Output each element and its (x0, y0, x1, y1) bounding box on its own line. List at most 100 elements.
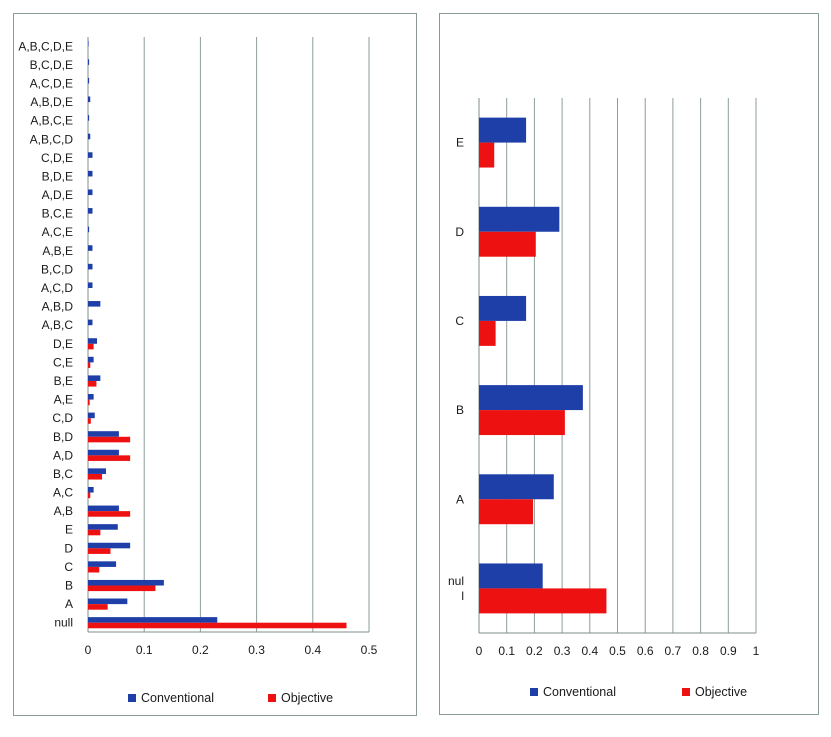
category-label-b: B (65, 579, 73, 593)
category-label-abe: A,B,E (42, 244, 73, 258)
category-label-bc: B,C (53, 467, 73, 481)
category-label-abd: A,B,D (42, 300, 74, 314)
bar-conventional-ade (88, 189, 93, 196)
category-label-cde: C,D,E (41, 151, 73, 165)
bar-conventional-c (88, 561, 117, 567)
legend-swatch-conventional (128, 694, 136, 702)
x-tick-label: 0.3 (554, 644, 571, 658)
bar-conventional-bcde (88, 59, 90, 65)
legend-swatch-conventional (530, 688, 538, 696)
x-tick-label: 0 (476, 644, 483, 658)
bar-conventional-a (88, 598, 128, 605)
category-label-e: E (65, 523, 73, 537)
bar-conventional-acd (88, 282, 93, 289)
legend-label-conventional: Conventional (543, 685, 616, 699)
category-label-bd: B,D (53, 430, 73, 444)
x-tick-label: 0.7 (665, 644, 682, 658)
bar-objective-de (88, 343, 94, 350)
category-label-abcde: A,B,C,D,E (18, 39, 73, 53)
bar-conventional-ce (88, 356, 94, 363)
category-label-c: C (64, 560, 73, 574)
bar-conventional-be (88, 375, 101, 381)
x-tick-label: 0.4 (581, 644, 598, 658)
bar-conventional-bce (88, 208, 93, 214)
bar-conventional-d (88, 542, 131, 549)
category-label-ace: A,C,E (42, 225, 73, 239)
bar-conventional-b (479, 385, 583, 411)
bar-conventional-abcd (88, 133, 91, 140)
x-tick-label: 0.9 (720, 644, 737, 658)
x-tick-label: 0.2 (526, 644, 543, 658)
category-label-ce: C,E (53, 355, 73, 369)
bar-conventional-a (479, 474, 554, 500)
bar-conventional-abd (88, 301, 101, 307)
right-chart-panel: 0 0.1 0.2 0.3 0.4 0.5 0.6 0.7 0.8 0.9 1 nul l A B C D E Co… (439, 13, 819, 715)
bar-conventional-e (479, 117, 527, 143)
bar-conventional-ad (88, 449, 119, 456)
bar-objective-ae (88, 399, 90, 406)
category-label-acde: A,C,D,E (30, 76, 73, 90)
x-tick-label: 0.4 (304, 643, 321, 657)
category-label-bcd: B,C,D (41, 262, 73, 276)
x-tick-label: 0.5 (361, 643, 378, 657)
bar-objective-null (479, 588, 607, 614)
left-chart-panel: 0 0.1 0.2 0.3 0.4 0.5 null A B C D E A,B A,C B,C A,D B,D… (13, 13, 417, 716)
x-tick-label: 0.1 (136, 643, 153, 657)
category-label-a: A (65, 597, 73, 611)
category-label-bcde: B,C,D,E (30, 58, 73, 72)
bar-objective-be (88, 380, 97, 387)
bar-conventional-b (88, 579, 164, 586)
x-tick-label: 0.6 (637, 644, 654, 658)
bar-conventional-ac (88, 486, 94, 493)
bar-conventional-abce (88, 115, 90, 121)
bar-objective-c (88, 566, 100, 573)
category-label-bce: B,C,E (42, 207, 73, 221)
category-label-abce: A,B,C,E (30, 114, 73, 128)
legend-swatch-objective (268, 694, 276, 702)
category-label-be: B,E (54, 374, 73, 388)
legend-swatch-objective (682, 688, 690, 696)
bar-objective-ce (88, 362, 91, 368)
bar-objective-e (88, 529, 101, 536)
bar-objective-e (479, 142, 495, 168)
bar-conventional-null (88, 617, 218, 623)
legend-label-objective: Objective (695, 685, 747, 699)
bar-conventional-bc (88, 468, 106, 474)
bar-conventional-ace (88, 226, 90, 233)
x-tick-label: 0.3 (248, 643, 265, 657)
bar-conventional-null (479, 563, 543, 589)
x-tick-label: 1 (753, 644, 760, 658)
bar-conventional-cde (88, 152, 93, 158)
bar-objective-a (88, 604, 108, 610)
category-label-ade: A,D,E (42, 188, 73, 202)
x-tick-label: 0.1 (498, 644, 515, 658)
bar-conventional-cd (88, 412, 95, 419)
x-tick-label: 0.2 (192, 643, 209, 657)
bar-objective-bd (88, 436, 131, 443)
bar-conventional-abe (88, 245, 93, 251)
bar-objective-cd (88, 418, 91, 424)
category-label-c: C (455, 314, 464, 328)
bar-conventional-abcde (88, 40, 89, 47)
bar-conventional-bcd (88, 263, 93, 270)
bar-objective-a (479, 499, 534, 525)
category-label-null: null (54, 616, 73, 630)
category-label-ac: A,C (53, 486, 73, 500)
x-tick-label: 0.8 (692, 644, 709, 658)
bar-conventional-c (479, 295, 527, 321)
bar-objective-bc (88, 473, 103, 480)
category-label-d: D (64, 541, 73, 555)
category-label-b: B (456, 403, 464, 417)
x-tick-label: 0 (85, 643, 92, 657)
bar-objective-d (88, 548, 111, 554)
bar-objective-ad (88, 455, 131, 461)
bar-conventional-de (88, 338, 97, 344)
bar-conventional-e (88, 524, 118, 530)
bar-objective-d (479, 231, 536, 257)
bar-objective-c (479, 320, 496, 346)
bar-conventional-bde (88, 170, 93, 177)
category-label-de: D,E (53, 337, 73, 351)
bar-conventional-bd (88, 431, 119, 437)
category-label-acd: A,C,D (41, 281, 73, 295)
